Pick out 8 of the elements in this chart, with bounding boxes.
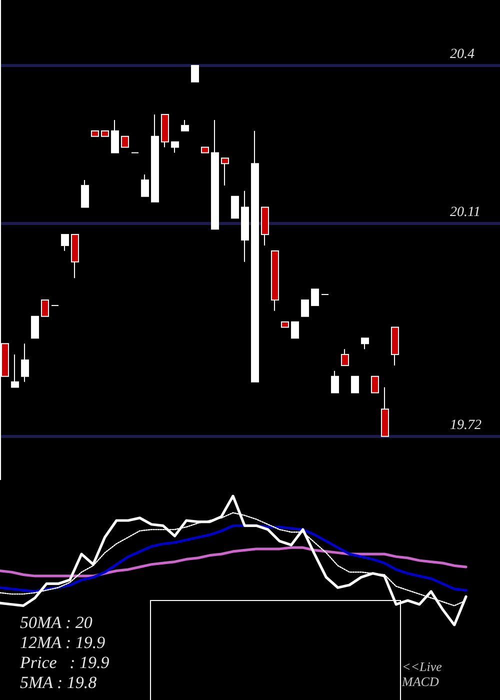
y-tick-label: 20.4: [450, 46, 474, 62]
annotation: 50MA : 20: [20, 613, 92, 633]
text: <<Live MACD: [402, 659, 443, 689]
y-tick-label: 19.72: [450, 418, 482, 433]
text: Price : 19.9: [20, 653, 110, 673]
text: 12MA : 19.9: [20, 633, 106, 653]
text: 5MA : 19.8: [20, 673, 97, 693]
y-tick-label: 20.11: [450, 205, 480, 220]
